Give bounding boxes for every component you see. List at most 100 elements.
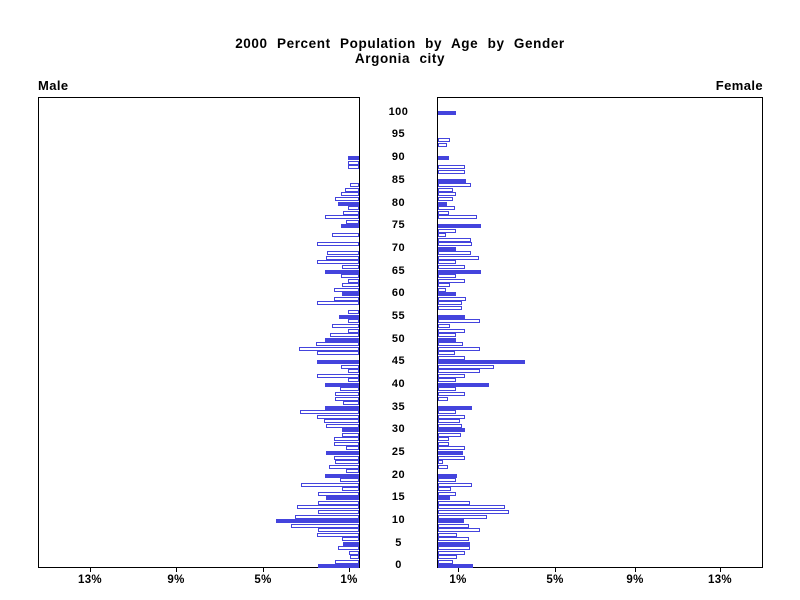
male-bar-age-61 [334,287,359,292]
male-bar-age-43 [348,369,359,374]
male-bar-age-22 [328,464,359,469]
female-plot-area [437,97,763,569]
male-bar-age-71 [317,242,359,247]
female-bar-age-4 [438,546,471,551]
age-tick-label-45: 45 [391,355,406,368]
male-bar-age-62 [341,283,359,288]
female-bar-age-28 [438,437,449,442]
male-bar-age-1 [335,559,359,564]
male-bar-age-53 [332,323,359,328]
female-bar-age-1 [438,559,454,564]
male-bar-age-21 [346,469,359,474]
female-bar-age-3 [438,550,465,555]
male-bar-age-32 [323,419,359,424]
male-bar-age-13 [296,505,359,510]
female-bar-age-35 [438,405,473,410]
female-bar-age-60 [438,292,457,297]
male-bar-age-47 [317,351,359,356]
male-bar-age-35 [324,405,359,410]
female-axis-tick-label-5%: 5% [546,574,564,586]
male-plot-area [38,97,360,569]
female-bar-age-45 [438,360,526,365]
female-bar-age-57 [438,305,462,310]
female-bar-age-6 [438,537,470,542]
female-bar-age-90 [438,156,449,161]
male-bar-age-58 [317,301,359,306]
female-bar-age-32 [438,419,460,424]
male-bar-age-78 [342,210,359,215]
male-bar-age-3 [349,550,359,555]
male-bar-age-15 [325,496,359,501]
female-bar-age-77 [438,215,477,220]
male-bar-age-31 [325,423,359,428]
male-bar-age-12 [318,509,359,514]
female-bar-age-30 [438,428,465,433]
female-bar-age-47 [438,351,456,356]
female-bar-age-8 [438,528,480,533]
male-bar-age-83 [345,187,359,192]
age-tick-label-75: 75 [391,219,406,232]
male-bar-age-52 [348,328,359,333]
female-bar-age-29 [438,432,461,437]
female-axis-tick-label-13%: 13% [708,574,732,586]
chart-title: 2000 Percent Population by Age by Gender… [0,36,800,66]
female-bar-age-2 [438,555,458,560]
age-tick-label-25: 25 [391,446,406,458]
male-bar-age-16 [318,491,359,496]
female-bar-age-58 [438,301,462,306]
chart-title-line2: Argonia city [354,51,446,66]
female-bar-age-53 [438,323,450,328]
female-bar-age-94 [438,138,450,143]
female-bar-age-14 [438,500,471,505]
female-axis-tick-label-1%: 1% [449,574,467,586]
age-tick-label-40: 40 [391,377,406,390]
male-bar-age-67 [317,260,359,265]
female-bar-age-87 [438,169,465,174]
female-bar-age-12 [438,509,509,514]
male-bar-age-34 [299,410,359,415]
male-bar-age-56 [348,310,359,315]
male-bar-age-76 [346,219,359,224]
male-bar-age-88 [348,165,359,170]
female-bar-age-10 [438,519,464,524]
male-bar-age-73 [332,233,359,238]
female-bar-age-69 [438,251,472,256]
male-axis-tick-label-5%: 5% [254,574,272,586]
female-axis-tick-label-9%: 9% [626,574,644,586]
female-bar-age-55 [438,314,465,319]
age-tick-label-85: 85 [391,173,406,186]
age-tick-label-35: 35 [391,400,406,413]
female-bar-age-11 [438,514,488,519]
age-tick-label-5: 5 [395,536,402,549]
female-bar-age-66 [438,265,465,270]
male-bar-age-40 [324,382,359,387]
male-bar-age-5 [342,541,359,546]
male-bar-age-42 [317,373,359,378]
male-axis-tick-label-13%: 13% [78,574,102,586]
male-bar-age-55 [338,314,359,319]
male-bar-age-77 [324,215,359,220]
male-bar-age-51 [329,333,359,338]
male-bar-age-69 [326,251,359,256]
male-bar-age-28 [334,437,359,442]
male-bar-age-37 [335,396,359,401]
female-bar-age-13 [438,505,505,510]
male-bar-age-4 [337,546,359,551]
male-bar-age-49 [316,342,359,347]
male-bar-age-18 [300,482,359,487]
female-bar-age-67 [438,260,457,265]
female-bar-age-70 [438,246,457,251]
female-bar-age-59 [438,296,466,301]
male-axis-tick [90,568,91,572]
female-bar-age-38 [438,392,465,397]
male-bar-age-10 [276,519,359,524]
male-bar-age-19 [339,478,359,483]
female-bar-age-83 [438,187,454,192]
female-bar-age-85 [438,178,466,183]
male-bar-age-11 [294,514,359,519]
female-bar-age-78 [438,210,449,215]
female-bar-age-52 [438,328,465,333]
age-tick-label-0: 0 [395,559,402,572]
age-tick-label-20: 20 [391,468,406,481]
female-axis-label: Female [715,78,763,93]
